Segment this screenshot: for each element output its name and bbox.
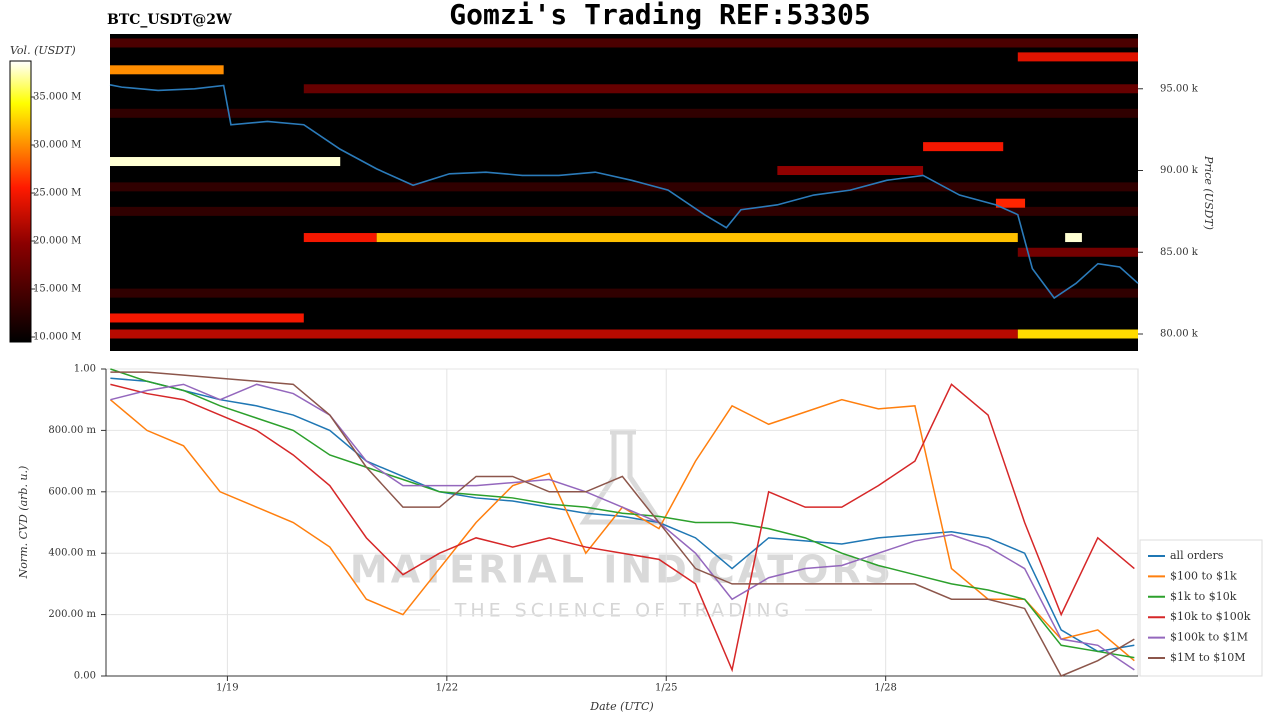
y-tick-label: 85.00 k — [1160, 247, 1199, 258]
heat-band — [110, 288, 1138, 298]
watermark-subtitle: THE SCIENCE OF TRADING — [454, 600, 794, 622]
x-axis-label: Date (UTC) — [589, 700, 653, 713]
y-tick-label: 200.00 m — [48, 609, 96, 620]
heat-band — [1017, 247, 1138, 257]
legend-label: $1k to $10k — [1170, 590, 1237, 603]
heat-band — [110, 206, 1138, 216]
cvd-line — [110, 368, 1135, 659]
colorbar-tick-label: 35.000 M — [33, 92, 81, 103]
x-tick-label: 1/28 — [874, 683, 896, 694]
price-axis-label: Price (USDT) — [1202, 155, 1215, 230]
colorbar-tick-label: 25.000 M — [33, 188, 81, 199]
price-line — [109, 84, 1139, 300]
cvd-line — [110, 377, 1135, 653]
y-tick-label: 400.00 m — [48, 548, 96, 559]
heat-band — [1017, 329, 1138, 339]
heat-band — [110, 182, 1138, 192]
legend-label: $100 to $1k — [1170, 569, 1237, 582]
heat-band — [303, 233, 377, 243]
symbol: BTC_USDT@2W — [107, 12, 232, 28]
colorbar-tick-label: 30.000 M — [33, 140, 81, 151]
x-tick-label: 1/19 — [216, 683, 238, 694]
y-tick-label: 80.00 k — [1160, 328, 1199, 339]
legend-label: $100k to $1M — [1170, 631, 1248, 644]
cvd-line — [110, 383, 1135, 673]
heat-band — [110, 329, 1018, 339]
heat-band — [376, 233, 1018, 243]
heat-band — [110, 313, 304, 323]
cvd-axis-label: Norm. CVD (arb. u.) — [17, 466, 30, 580]
watermark-title: MATERIAL INDICATORS — [350, 548, 894, 592]
legend — [1139, 539, 1263, 677]
y-tick-label: 600.00 m — [48, 486, 96, 497]
heat-band — [1065, 233, 1082, 243]
heat-band — [303, 84, 1138, 94]
page-title: Gomzi's Trading REF:53305 — [449, 0, 870, 31]
colorbar-tick-label: 20.000 M — [33, 236, 81, 247]
heat-band — [995, 198, 1026, 208]
cvd-line — [110, 383, 1135, 671]
x-tick-label: 1/25 — [655, 683, 677, 694]
heat-band — [777, 166, 924, 176]
heatmap — [110, 38, 1138, 339]
x-tick-label: 1/22 — [436, 683, 458, 694]
heat-band — [110, 157, 341, 167]
y-tick-label: 800.00 m — [48, 425, 96, 436]
colorbar-tick-label: 10.000 M — [33, 332, 81, 343]
y-tick-label: 1.00 — [74, 364, 96, 375]
legend-label: $1M to $10M — [1170, 651, 1246, 664]
heat-band — [110, 108, 1138, 118]
colorbar-tick-label: 15.000 M — [33, 284, 81, 295]
y-tick-label: 0.00 — [74, 671, 96, 682]
cvd-line — [110, 371, 1135, 677]
heat-band — [110, 38, 1138, 48]
y-tick-label: 90.00 k — [1160, 165, 1199, 176]
y-tick-label: 95.00 k — [1160, 83, 1199, 94]
logo — [579, 429, 665, 525]
heat-band — [1017, 52, 1138, 62]
heatmap-bg — [110, 34, 1138, 351]
cvd-lines — [109, 368, 1135, 677]
heat-band — [110, 65, 224, 75]
legend-label: all orders — [1170, 549, 1224, 562]
legend-label: $10k to $100k — [1170, 610, 1251, 623]
heat-band — [923, 142, 1004, 152]
colorbar-label: Vol. (USDT) — [10, 44, 76, 57]
colorbar — [9, 60, 32, 343]
